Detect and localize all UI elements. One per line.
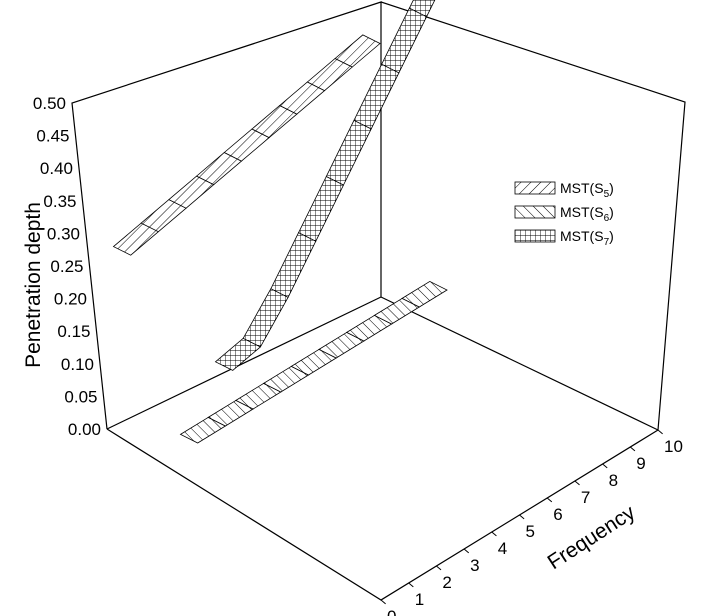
x-tick-mark	[546, 497, 553, 503]
y-tick-label: 0.40	[40, 159, 73, 178]
legend-swatch-s6	[514, 205, 556, 219]
legend-label-s6: MST(S6)	[560, 204, 614, 224]
x-tick-mark	[436, 565, 442, 571]
x-tick-mark	[463, 548, 470, 554]
right-back-wall-edge	[380, 1, 686, 431]
legend-swatch-s5	[514, 181, 556, 195]
front-floor-edge	[106, 428, 659, 601]
x-tick-mark	[629, 446, 636, 452]
ribbon-segment	[408, 0, 436, 18]
legend-label-s7: MST(S7)	[560, 228, 614, 248]
ribbon-segment	[353, 63, 400, 130]
ribbon-segment	[401, 280, 448, 308]
back-floor-edge-left	[106, 296, 382, 430]
x-tick-mark	[657, 429, 663, 435]
legend-label-s5: MST(S5)	[560, 180, 614, 200]
y-tick-label: 0.35	[43, 192, 76, 211]
x-tick-label: 4	[498, 539, 507, 558]
ribbon-segment	[298, 175, 345, 242]
x-tick-mark	[602, 463, 608, 469]
x-tick-label: 2	[442, 573, 451, 592]
ribbon-segment	[381, 7, 428, 74]
y-tick-label: 0.15	[57, 322, 90, 341]
ribbon-7	[214, 0, 436, 371]
ribbon-segment	[334, 34, 381, 68]
x-tick-label: 3	[470, 556, 479, 575]
x-tick-label: 5	[526, 522, 535, 541]
ribbon-segment	[270, 232, 317, 298]
ribbon-segment	[242, 288, 289, 348]
y-tick-label: 0.45	[36, 127, 69, 146]
ribbons	[112, 0, 448, 444]
x-tick-label: 6	[553, 505, 562, 524]
x-tick-mark	[519, 514, 525, 520]
y-axis: 0.00 0.05 0.10 0.15 0.20 0.25 0.30 0.35 0.40 0.45…	[33, 94, 101, 439]
y-tick-label: 0.25	[50, 257, 83, 276]
ribbon-5	[112, 34, 381, 256]
ribbon-6	[179, 280, 448, 444]
y-tick-label: 0.30	[47, 224, 80, 243]
left-back-wall-edge	[71, 1, 382, 430]
legend-item-s7: MST(S7)	[514, 228, 614, 248]
x-tick-label: 1	[415, 590, 424, 609]
y-axis-title: Penetration depth	[22, 202, 45, 368]
x-tick-mark	[574, 480, 580, 486]
legend-item-s5: MST(S5)	[514, 180, 614, 200]
y-tick-label: 0.10	[61, 355, 94, 374]
x-tick-label: 8	[609, 471, 618, 490]
legend-item-s6: MST(S6)	[514, 204, 614, 224]
y-tick-label: 0.05	[64, 387, 97, 406]
legend-swatch-s7	[514, 229, 556, 243]
y-tick-label: 0.50	[33, 94, 66, 113]
x-tick-label: 0	[387, 607, 396, 616]
ribbon-segment	[325, 119, 372, 186]
y-tick-label: 0.00	[68, 420, 101, 439]
x-tick-label: 7	[581, 488, 590, 507]
x-tick-mark	[491, 531, 497, 537]
x-tick-mark	[408, 582, 414, 588]
y-tick-label: 0.20	[54, 290, 87, 309]
legend: MST(S5) MST(S6) MST(S7)	[514, 180, 614, 248]
back-floor-edge-right	[380, 296, 659, 431]
x-tick-mark	[380, 599, 386, 605]
x-tick-label: 9	[636, 454, 645, 473]
x-tick-label: 10	[664, 437, 683, 456]
